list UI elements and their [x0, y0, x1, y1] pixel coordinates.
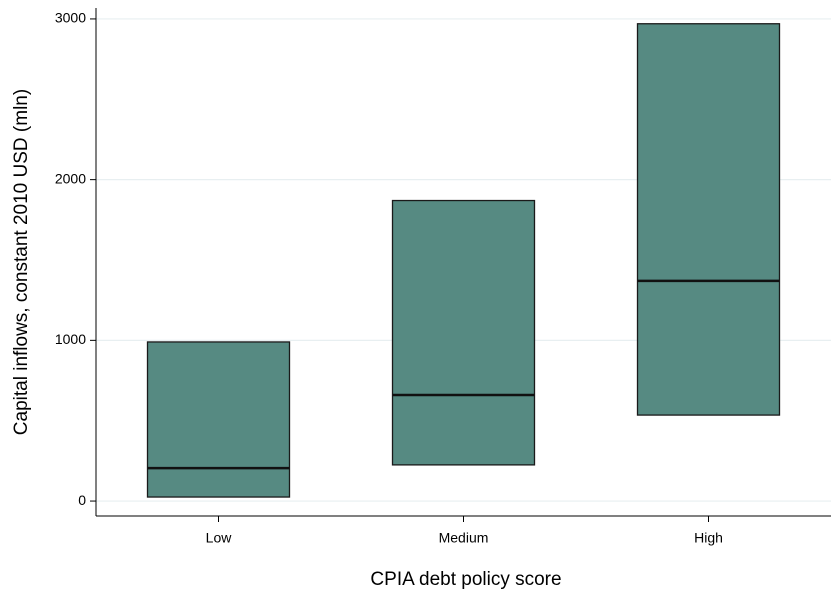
y-axis-label: Capital inflows, constant 2010 USD (mln) — [11, 89, 32, 435]
box — [391, 199, 536, 466]
y-tick-label: 3000 — [55, 10, 86, 26]
x-tick-label: High — [694, 530, 723, 546]
x-tick-label: Medium — [439, 530, 489, 546]
box — [636, 23, 781, 416]
x-tick-label: Low — [206, 530, 233, 546]
box — [146, 341, 291, 498]
y-tick-label: 0 — [78, 492, 86, 508]
x-axis-label: CPIA debt policy score — [370, 569, 561, 590]
y-tick-label: 1000 — [55, 331, 86, 347]
y-tick-label: 2000 — [55, 170, 86, 186]
